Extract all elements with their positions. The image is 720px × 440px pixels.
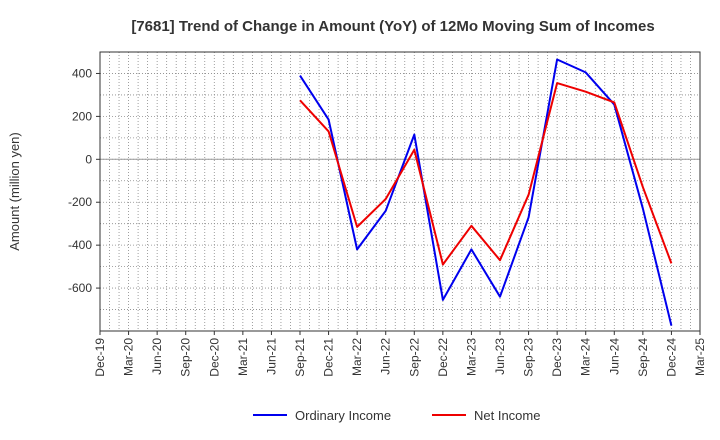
x-tick-label: Sep-24 [636,338,650,377]
x-tick-label: Dec-19 [93,338,107,377]
y-tick-label: -200 [68,195,92,209]
y-tick-label: -600 [68,281,92,295]
x-tick-label: Dec-21 [322,338,336,377]
series-line-net-income [299,82,673,266]
plot-frame [99,51,701,332]
y-axis-ticks: 400 200 0 -200 -400 -600 [68,66,100,295]
legend-label: Net Income [474,408,540,423]
x-tick-label: Jun-21 [264,338,278,375]
x-tick-label: Mar-23 [464,338,478,376]
x-tick-label: Jun-23 [493,338,507,375]
y-tick-label: 0 [85,152,92,166]
x-tick-label: Jun-22 [379,338,393,375]
y-tick-label: 200 [72,109,92,123]
x-tick-label: Sep-22 [407,338,421,377]
legend: Ordinary Income Net Income [253,408,540,423]
y-tick-label: -400 [68,238,92,252]
x-tick-label: Sep-21 [293,338,307,377]
x-axis-ticks: Dec-19 Mar-20 Jun-20 Sep-20 Dec-20 Mar-21 Jun-… [93,331,707,377]
x-tick-label: Mar-22 [350,338,364,376]
y-tick-label: 400 [72,66,92,80]
x-tick-label: Mar-25 [693,338,707,376]
x-tick-label: Mar-21 [236,338,250,376]
legend-label: Ordinary Income [295,408,391,423]
x-tick-label: Dec-20 [207,338,221,377]
x-tick-label: Jun-20 [150,338,164,375]
x-tick-label: Dec-22 [436,338,450,377]
chart-title: [7681] Trend of Change in Amount (YoY) o… [131,18,654,35]
series-line-ordinary-income [299,58,673,326]
y-axis-label: Amount (million yen) [7,132,22,251]
series-group [299,58,673,326]
x-tick-label: Sep-23 [522,338,536,377]
x-tick-label: Dec-24 [664,338,678,377]
x-tick-label: Mar-20 [122,338,136,376]
grid [99,51,701,332]
x-tick-label: Jun-24 [607,338,621,375]
x-tick-label: Mar-24 [579,338,593,376]
x-tick-label: Sep-20 [179,338,193,377]
x-tick-label: Dec-23 [550,338,564,377]
